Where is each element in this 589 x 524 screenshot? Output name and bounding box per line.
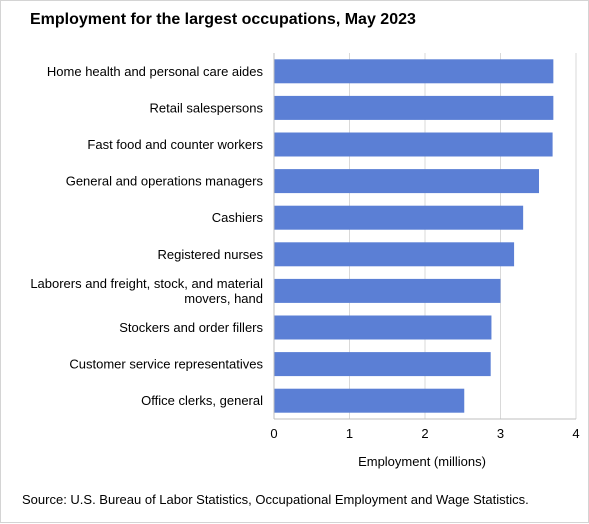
category-label: Laborers and freight, stock, and materia…	[30, 276, 263, 291]
bar	[274, 132, 553, 157]
category-label: Retail salespersons	[150, 100, 264, 115]
category-label: Stockers and order fillers	[119, 320, 263, 335]
category-label: Registered nurses	[158, 247, 264, 262]
category-label: Office clerks, general	[141, 393, 263, 408]
category-label: Fast food and counter workers	[87, 137, 263, 152]
x-tick-label: 0	[270, 426, 277, 441]
category-label: Home health and personal care aides	[47, 64, 264, 79]
bar	[274, 388, 465, 413]
category-label: Customer service representatives	[69, 357, 263, 372]
bar	[274, 59, 554, 84]
x-axis-title: Employment (millions)	[358, 454, 486, 469]
chart-title: Employment for the largest occupations, …	[30, 11, 416, 28]
x-tick-label: 4	[572, 426, 579, 441]
bar	[274, 278, 501, 303]
bar	[274, 242, 515, 267]
bar	[274, 95, 554, 120]
category-label: movers, hand	[184, 291, 263, 306]
bar	[274, 169, 540, 194]
source-note: Source: U.S. Bureau of Labor Statistics,…	[22, 492, 529, 507]
x-tick-label: 1	[346, 426, 353, 441]
category-label: Cashiers	[212, 210, 264, 225]
bar	[274, 205, 524, 230]
bar	[274, 352, 491, 377]
bar	[274, 315, 492, 340]
x-tick-label: 3	[497, 426, 504, 441]
category-label: General and operations managers	[66, 174, 264, 189]
x-tick-label: 2	[421, 426, 428, 441]
